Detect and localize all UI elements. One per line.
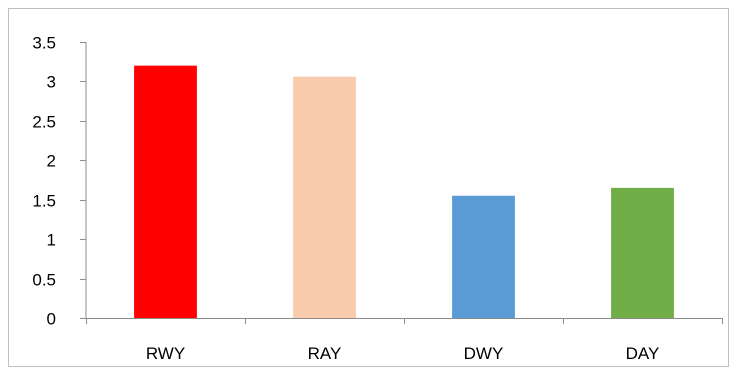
bar-day bbox=[611, 187, 674, 318]
y-tick-label: 0.5 bbox=[32, 271, 56, 290]
y-tick-label: 3 bbox=[47, 73, 56, 92]
y-tick-label: 3.5 bbox=[32, 34, 56, 53]
bar-ray bbox=[293, 76, 356, 318]
y-tick-label: 1 bbox=[47, 231, 56, 250]
chart-area bbox=[8, 8, 729, 367]
x-tick-label: DWY bbox=[464, 344, 504, 363]
y-tick-label: 0 bbox=[47, 310, 56, 329]
bar-rwy bbox=[134, 65, 197, 319]
x-tick-label: DAY bbox=[626, 344, 660, 363]
bar-dwy bbox=[452, 195, 515, 318]
y-tick-label: 2.5 bbox=[32, 113, 56, 132]
y-axis: 0 0.5 1 1.5 2 2.5 3 3.5 bbox=[32, 34, 87, 329]
x-tick-label: RWY bbox=[146, 344, 185, 363]
bar-series bbox=[134, 65, 674, 319]
x-tick-label: RAY bbox=[308, 344, 342, 363]
x-axis: RWY RAY DWY DAY bbox=[86, 318, 723, 363]
y-tick-label: 1.5 bbox=[32, 192, 56, 211]
y-tick-label: 2 bbox=[47, 152, 56, 171]
